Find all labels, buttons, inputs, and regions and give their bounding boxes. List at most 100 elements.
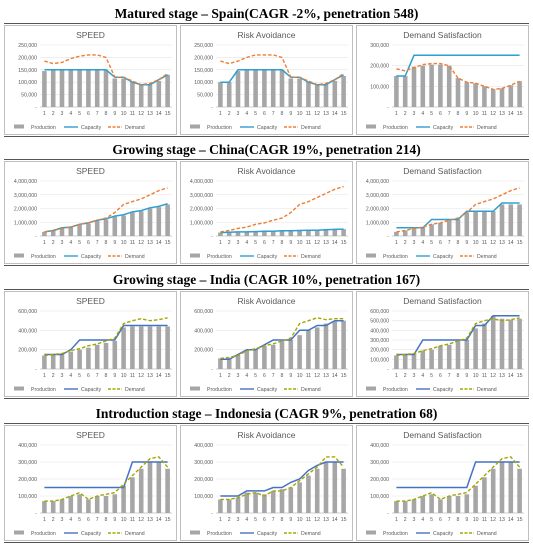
production-bar [508,319,514,369]
x-tick-label: 14 [508,111,514,117]
production-bar [473,485,478,513]
x-tick-label: 11 [130,111,135,117]
y-tick-label: 600,000 [18,309,37,315]
x-tick-label: 13 [147,240,153,246]
x-tick-label: 15 [341,517,347,523]
production-bar [253,69,258,107]
production-bar [42,501,47,513]
x-tick-label: 12 [490,240,496,246]
legend-label: Production [383,125,408,131]
x-tick-label: 6 [439,373,442,379]
y-tick-label: 3,000,000 [14,193,37,199]
x-tick-label: 13 [323,111,329,117]
production-bar [499,462,505,513]
x-tick-label: 11 [482,111,487,117]
y-tick-label: 150,000 [194,68,213,74]
chart-title: Risk Avoidance [238,430,296,440]
production-bar [94,496,100,513]
x-tick-label: 13 [323,373,329,379]
legend-label: Capacity [433,387,454,393]
production-bar [130,326,135,369]
y-tick-label: 1,000,000 [190,220,213,226]
x-tick-label: 14 [156,373,162,379]
production-bar [138,468,144,513]
production-bar [226,499,232,513]
x-tick-label: 5 [254,111,257,117]
x-tick-label: 13 [499,517,505,523]
demand-line [220,185,344,233]
x-tick-label: 2 [52,373,55,379]
x-tick-label: 7 [96,373,99,379]
y-tick-label: - [387,105,389,111]
y-tick-label: 250,000 [194,43,213,49]
production-bar [77,225,82,236]
production-bar [218,82,223,107]
x-tick-label: 8 [105,240,108,246]
legend-label: Production [383,387,408,393]
demand-line [44,317,168,357]
demand-line [396,317,520,357]
y-tick-label: - [35,105,37,111]
x-tick-label: 3 [237,373,240,379]
capacity-line [396,54,520,77]
x-tick-label: 4 [421,111,424,117]
x-tick-label: 14 [332,517,338,523]
x-tick-label: 1 [219,373,222,379]
production-bar [68,496,74,513]
production-bar [438,64,443,107]
y-tick-label: 200,000 [370,477,389,483]
production-bar [262,345,267,369]
y-tick-label: 200,000 [370,64,389,70]
production-bar [306,330,311,369]
x-tick-label: 13 [499,373,505,379]
x-tick-label: 1 [43,111,46,117]
chart-title: Risk Avoidance [238,296,296,306]
legend-swatch-production [14,253,24,258]
x-tick-label: 12 [138,111,144,117]
production-bar [226,358,232,369]
production-bar [482,86,487,107]
x-tick-label: 13 [147,373,153,379]
production-bar [156,80,162,107]
chart-title: Demand Satisfaction [403,296,482,306]
legend-label: Demand [301,387,321,393]
production-bar [446,220,452,236]
production-bar [314,84,320,107]
demand-line [44,54,169,86]
production-bar [438,345,443,369]
production-bar [68,227,74,236]
x-tick-label: 13 [323,517,329,523]
production-bar [297,78,302,107]
x-tick-label: 2 [52,240,55,246]
x-tick-label: 1 [395,240,398,246]
production-bar [288,487,294,513]
x-tick-label: 4 [421,240,424,246]
y-tick-label: 1,000,000 [14,220,37,226]
section-title-china: Growing stage – China(CAGR 19%, penetrat… [112,142,421,157]
x-tick-label: 1 [43,240,46,246]
x-tick-label: 5 [78,373,81,379]
production-bar [517,81,522,107]
y-tick-label: - [211,367,213,373]
y-tick-label: 600,000 [194,309,213,315]
production-bar [288,78,294,107]
x-tick-label: 1 [395,111,398,117]
production-bar [446,65,452,107]
production-bar [464,212,470,236]
x-tick-label: 14 [156,240,162,246]
x-tick-label: 14 [156,111,162,117]
x-tick-label: 15 [517,240,523,246]
x-tick-label: 15 [165,517,171,523]
demand-line [396,62,520,91]
production-bar [147,208,153,236]
x-tick-label: 12 [138,240,144,246]
x-tick-label: 11 [482,240,487,246]
chart-panel-1: SPEED - 50,000 100,000 150,000 200,000 250,000… [4,25,177,135]
production-bar [314,230,320,236]
x-tick-label: 7 [96,240,99,246]
production-bar [508,85,514,107]
x-tick-label: 8 [281,517,284,523]
production-bar [42,231,47,236]
x-tick-label: 13 [323,240,329,246]
